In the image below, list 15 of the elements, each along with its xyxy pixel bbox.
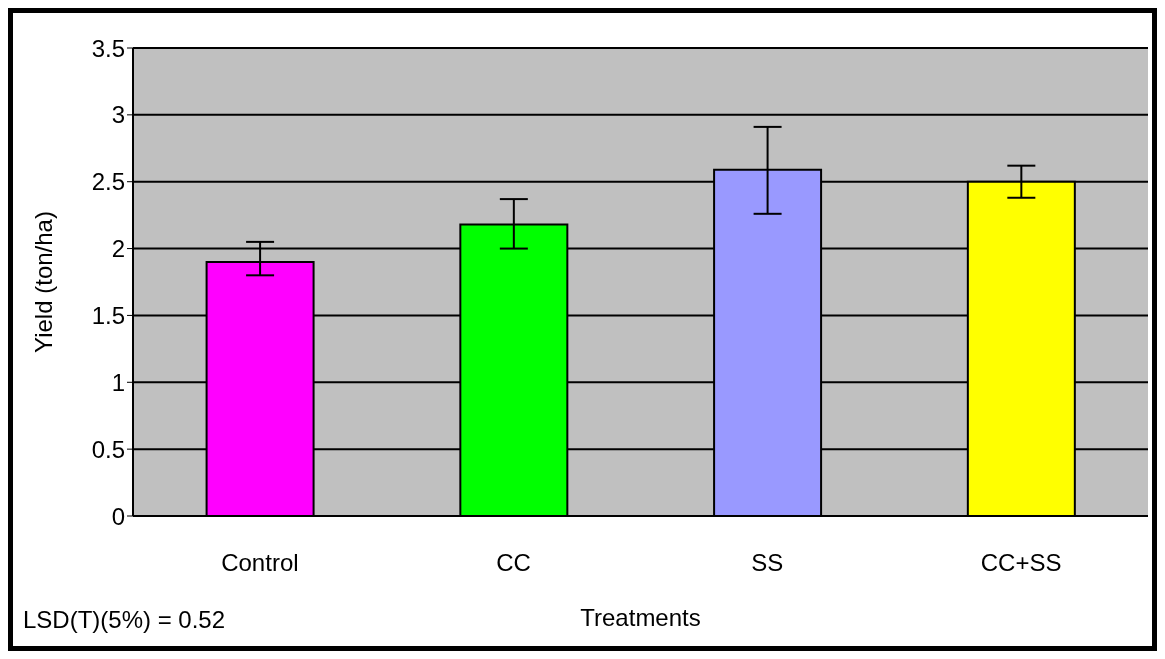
y-tick-label: 3.5 bbox=[91, 34, 125, 62]
y-tick-label: 2 bbox=[111, 235, 125, 263]
text: LSD(T)(5%) = 0.52 bbox=[23, 606, 226, 634]
x-tick-label: SS bbox=[751, 549, 784, 577]
y-tick-label: 1.5 bbox=[91, 301, 125, 329]
y-tick-label: 0.5 bbox=[91, 435, 125, 463]
y-tick-label: 3 bbox=[111, 101, 125, 129]
y-axis-title: Yield (ton/ha) bbox=[29, 211, 57, 353]
x-axis-title: Treatments bbox=[580, 604, 701, 631]
x-tick-label: CC+SS bbox=[980, 549, 1062, 577]
y-tick-label: 0 bbox=[111, 502, 125, 530]
x-tick-label: Control bbox=[221, 549, 299, 577]
y-tick-label: 1 bbox=[111, 368, 125, 396]
y-tick-label: 2.5 bbox=[91, 168, 125, 196]
x-tick-label: CC bbox=[496, 549, 531, 577]
